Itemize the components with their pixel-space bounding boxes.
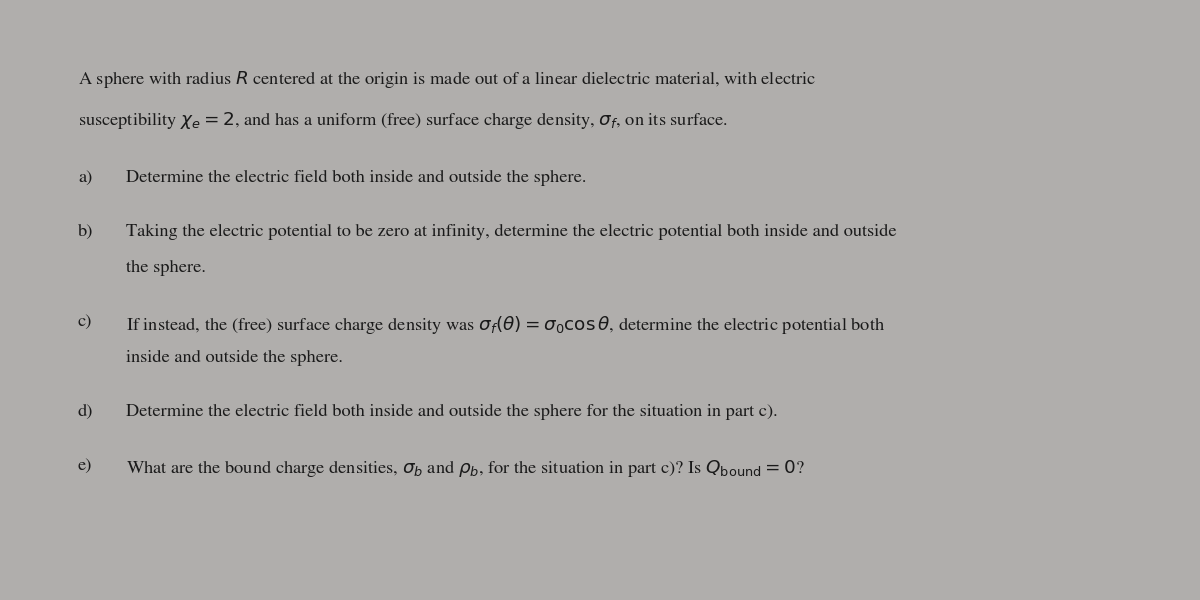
Text: c): c) (78, 314, 92, 330)
Text: Determine the electric field both inside and outside the sphere.: Determine the electric field both inside… (126, 170, 587, 186)
Text: b): b) (78, 224, 94, 240)
Text: e): e) (78, 458, 92, 474)
Text: A sphere with radius $R$ centered at the origin is made out of a linear dielectr: A sphere with radius $R$ centered at the… (78, 69, 816, 90)
Text: d): d) (78, 404, 94, 420)
Text: a): a) (78, 170, 92, 186)
Text: What are the bound charge densities, $\sigma_b$ and $\rho_b$, for the situation : What are the bound charge densities, $\s… (126, 458, 805, 479)
Text: susceptibility $\chi_e = 2$, and has a uniform (free) surface charge density, $\: susceptibility $\chi_e = 2$, and has a u… (78, 110, 728, 131)
Text: inside and outside the sphere.: inside and outside the sphere. (126, 350, 343, 366)
Text: If instead, the (free) surface charge density was $\sigma_f(\theta) = \sigma_0 \: If instead, the (free) surface charge de… (126, 314, 886, 336)
Text: Determine the electric field both inside and outside the sphere for the situatio: Determine the electric field both inside… (126, 404, 778, 420)
Text: Taking the electric potential to be zero at infinity, determine the electric pot: Taking the electric potential to be zero… (126, 224, 896, 240)
Text: the sphere.: the sphere. (126, 260, 206, 276)
